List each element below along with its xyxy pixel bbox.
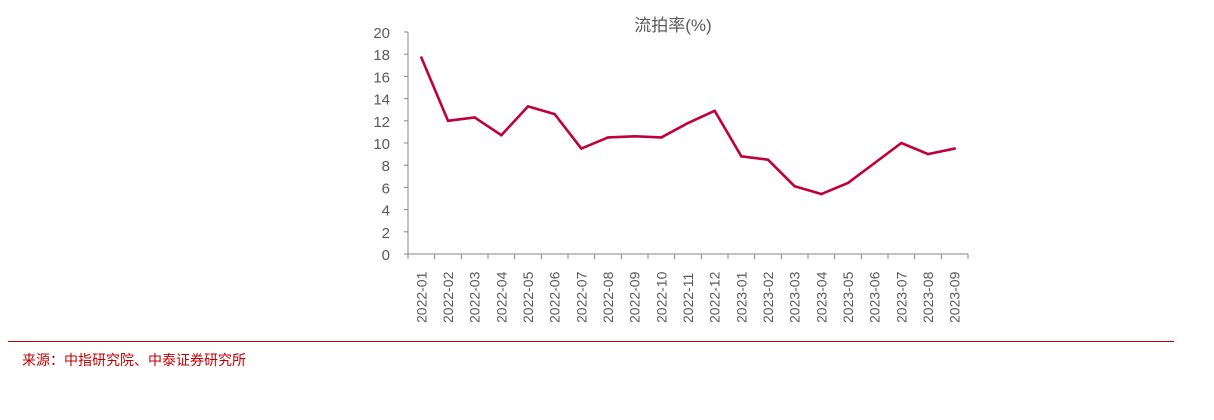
y-tick-label: 6 [382,180,390,197]
data-point [580,147,583,150]
y-tick-label: 0 [382,247,390,264]
data-point [553,112,556,116]
x-tick-label: 2022-06 [547,271,563,323]
source-note: 来源：中指研究院、中泰证券研究所 [22,353,246,369]
x-tick-label: 2023-03 [787,271,803,323]
x-tick-label: 2022-05 [520,271,536,323]
data-point [686,121,690,125]
y-tick-label: 12 [373,114,390,131]
x-tick-label: 2023-05 [840,271,856,323]
data-point [660,136,663,139]
y-tick-label: 18 [373,47,390,64]
data-point [873,161,876,165]
x-tick-label: 2022-01 [413,271,429,323]
data-point [420,56,423,59]
data-point [526,105,530,108]
x-tick-label: 2022-12 [707,271,723,323]
x-tick-label: 2023-07 [893,271,909,323]
y-tick-label: 10 [373,136,390,153]
x-tick-label: 2023-01 [733,271,749,323]
x-tick-label: 2022-03 [467,271,483,323]
y-tick-label: 20 [373,25,390,42]
x-tick-label: 2022-10 [653,271,669,323]
chart-title: 流拍率(%) [634,16,711,35]
data-point [900,141,903,145]
data-point [473,116,476,119]
x-tick-label: 2022-04 [493,271,509,323]
y-tick-label: 2 [382,225,390,242]
y-tick-label: 4 [382,203,390,220]
x-tick-label: 2022-11 [680,272,696,323]
data-point [766,158,770,161]
x-tick-label: 2022-02 [440,271,456,323]
x-tick-label: 2023-09 [947,271,963,323]
data-point [713,109,716,113]
data-point [793,184,796,188]
data-point [740,155,743,158]
data-point [846,181,850,185]
x-tick-label: 2022-09 [627,271,643,323]
data-point [500,133,503,137]
x-tick-label: 2022-07 [573,271,589,323]
divider-line [8,341,1174,342]
data-point [606,136,610,139]
line-chart: 流拍率(%) 0 2 4 6 8 10 12 14 16 18 20 2022-01 2022-02 20… [373,16,969,323]
x-tick-label: 2023-08 [920,271,936,323]
data-point [446,119,450,123]
x-tick-label: 2023-04 [813,271,829,323]
x-tick-label: 2023-02 [760,271,776,323]
y-tick-label: 8 [382,158,390,175]
data-point [820,192,823,196]
data-point [926,152,930,156]
y-tick-label: 14 [373,92,390,109]
data-point [953,147,956,150]
series-line [420,57,955,196]
x-tick-label: 2022-08 [600,271,616,323]
data-point [633,135,636,138]
x-tick-label: 2023-06 [867,271,883,323]
y-tick-label: 16 [373,69,390,86]
